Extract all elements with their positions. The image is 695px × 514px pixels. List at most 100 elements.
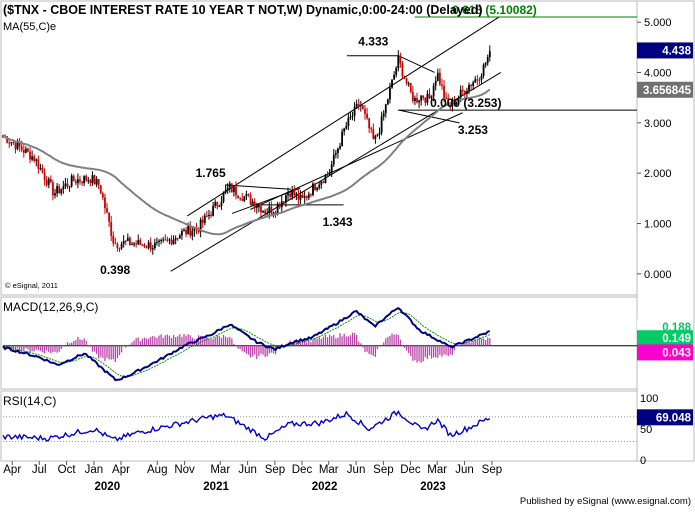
- candle-body: [31, 156, 34, 160]
- candle-body: [243, 196, 246, 201]
- candle-body: [131, 243, 133, 245]
- candle-body: [318, 184, 321, 188]
- candle-body: [470, 84, 472, 86]
- x-year-label: 2022: [312, 481, 338, 493]
- price-tick-label: 3.000: [644, 118, 672, 130]
- candle-body: [366, 113, 368, 119]
- candle-body: [432, 85, 435, 97]
- macd-layer: [2, 307, 637, 382]
- candle-body: [228, 183, 231, 188]
- candle-body: [430, 96, 433, 99]
- candle-body: [224, 190, 227, 193]
- candle-body: [203, 215, 206, 223]
- candle-body: [85, 176, 88, 181]
- candle-body: [216, 202, 219, 207]
- candle-body: [43, 172, 46, 180]
- x-month-label: Oct: [58, 464, 77, 476]
- candle-body: [461, 89, 464, 92]
- candle-body: [434, 80, 437, 86]
- candle-body: [178, 235, 181, 239]
- candle-body: [62, 186, 65, 190]
- candle-body: [339, 146, 341, 149]
- candle-body: [241, 198, 244, 201]
- candle-body: [422, 95, 425, 98]
- candle-body: [20, 146, 23, 150]
- candle-body: [39, 168, 42, 170]
- candle-body: [293, 190, 296, 196]
- price-tick-label: 2.000: [644, 168, 672, 180]
- candle-body: [359, 105, 362, 107]
- candle-body: [116, 244, 119, 248]
- candle-body: [328, 172, 331, 175]
- candle-body: [478, 79, 481, 81]
- macd-title: MACD(12,26,9,C): [3, 300, 98, 314]
- x-year-label: 2020: [95, 481, 121, 493]
- candle-body: [468, 84, 470, 91]
- candle-body: [212, 205, 215, 216]
- annotation-0.000--3.253-: 0.000 (3.253): [430, 96, 501, 110]
- candle-body: [226, 187, 229, 191]
- candle-body: [112, 235, 115, 244]
- candle-body: [312, 183, 314, 195]
- x-year-label: 2023: [420, 481, 446, 493]
- candle-body: [449, 106, 452, 108]
- candle-body: [133, 243, 135, 245]
- candle-body: [151, 248, 154, 250]
- candle-body: [357, 103, 360, 106]
- candle-body: [170, 239, 173, 245]
- candle-body: [272, 212, 275, 214]
- candle-body: [301, 194, 304, 198]
- candle-body: [126, 237, 129, 242]
- candle-body: [220, 201, 223, 207]
- publisher-credit: Published by eSignal (www.esignal.com): [520, 496, 691, 507]
- candle-body: [341, 131, 344, 147]
- trend-lines: [170, 16, 637, 272]
- candle-body: [297, 193, 300, 200]
- last-price-tag-bg: [637, 42, 693, 59]
- candle-body: [389, 87, 391, 100]
- candle-body: [330, 164, 333, 173]
- x-month-label: Jan: [85, 464, 104, 476]
- candle-body: [56, 186, 58, 194]
- candle-body: [403, 76, 406, 79]
- candle-body: [99, 185, 102, 194]
- candle-body: [255, 206, 258, 208]
- candle-body: [64, 183, 67, 187]
- candle-body: [305, 196, 308, 198]
- annotation-4.333: 4.333: [358, 35, 388, 49]
- candle-body: [322, 181, 325, 183]
- candle-body: [282, 201, 285, 203]
- candle-body: [6, 136, 9, 143]
- candle-body: [274, 212, 277, 214]
- annotation-1.343: 1.343: [323, 215, 353, 229]
- candle-body: [176, 238, 179, 240]
- candle-body: [129, 237, 131, 245]
- candle-body: [447, 98, 450, 107]
- channel-upper-line: [186, 16, 500, 217]
- candle-body: [457, 97, 460, 101]
- candle-body: [153, 242, 156, 249]
- candle-body: [58, 186, 61, 194]
- candle-body: [459, 89, 462, 98]
- candle-body: [110, 221, 113, 236]
- candle-body: [91, 175, 94, 183]
- candle-body: [488, 51, 491, 58]
- candle-body: [145, 247, 148, 249]
- candle-body: [149, 242, 152, 250]
- candle-body: [295, 193, 298, 196]
- candle-body: [41, 168, 44, 173]
- candle-body: [141, 244, 144, 246]
- candle-body: [285, 195, 287, 202]
- candle-body: [47, 178, 50, 185]
- candle-body: [278, 203, 281, 208]
- candle-body: [208, 214, 210, 217]
- candle-body: [266, 212, 269, 214]
- candle-body: [93, 175, 96, 185]
- candle-body: [463, 91, 466, 95]
- candle-body: [16, 141, 19, 150]
- rsi-value-tag: 69.048: [656, 412, 692, 424]
- candle-body: [79, 179, 81, 182]
